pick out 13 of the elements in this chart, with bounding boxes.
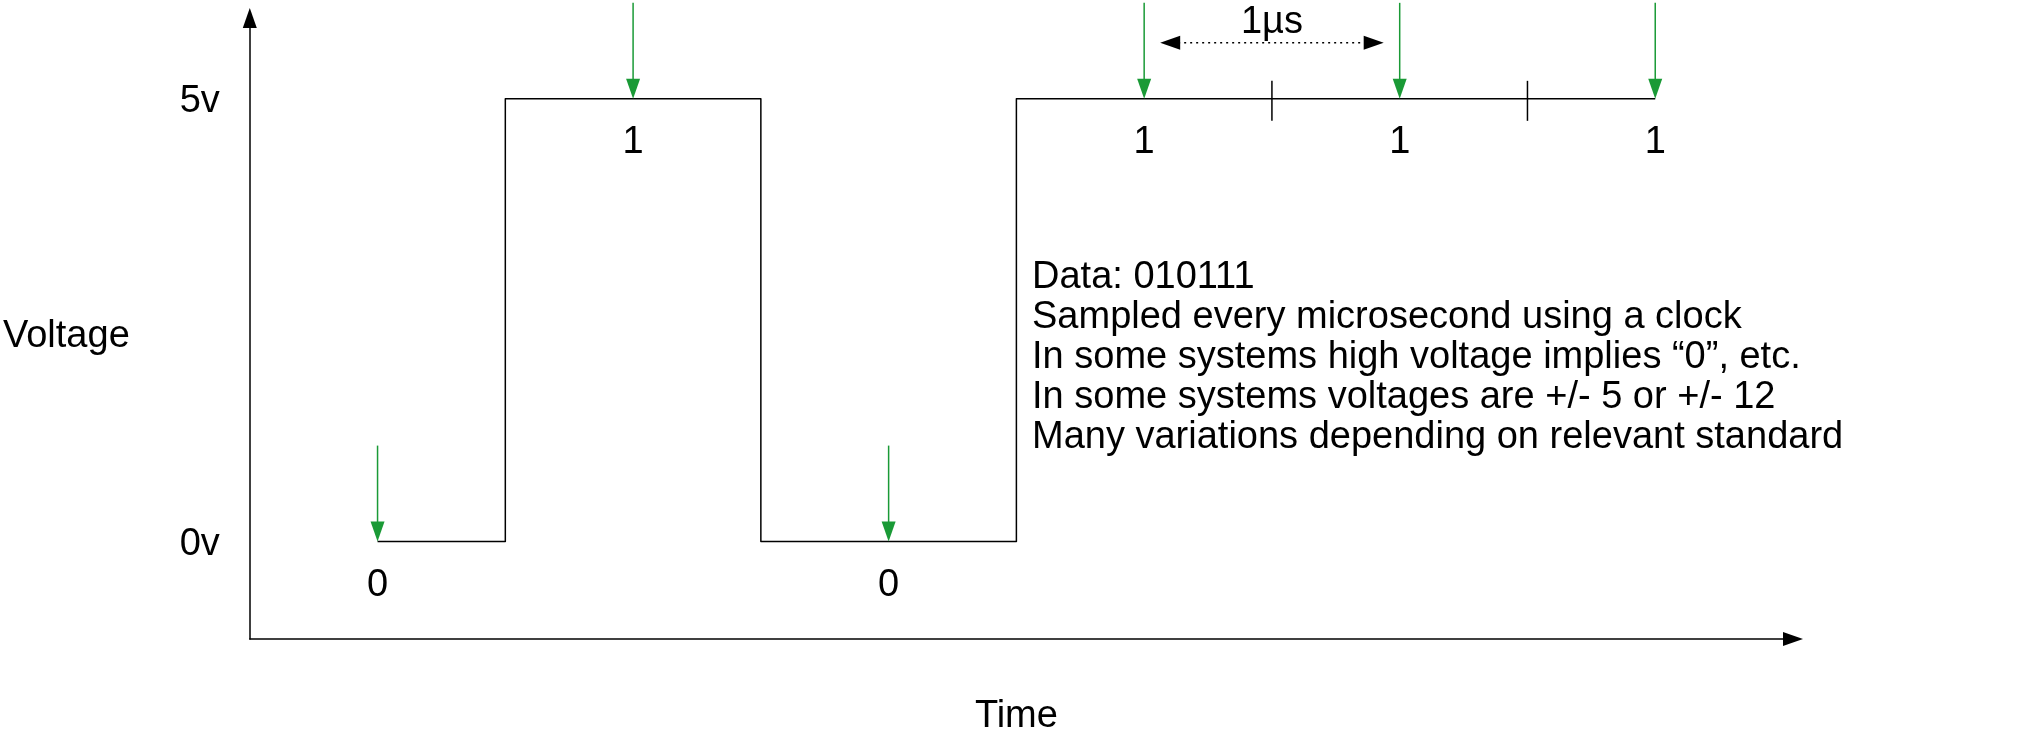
annotation: 1 [1389, 118, 1411, 161]
y-tick-label: 5v [179, 77, 220, 120]
annotation: 1 [622, 118, 644, 161]
annotation: 1 [1133, 118, 1155, 161]
annotation: 0 [878, 561, 900, 604]
y-tick-label: 0v [179, 520, 220, 563]
annotation: Data: 010111 [1032, 254, 1255, 296]
y-axis-title: Voltage [2, 312, 130, 355]
x-axis-title: Time [974, 693, 1058, 735]
annotation: 0 [366, 561, 389, 604]
annotation: 1µs [1240, 0, 1303, 41]
annotation: Sampled every microsecond using a clock [1032, 294, 1743, 336]
annotation: 1 [1644, 118, 1666, 161]
